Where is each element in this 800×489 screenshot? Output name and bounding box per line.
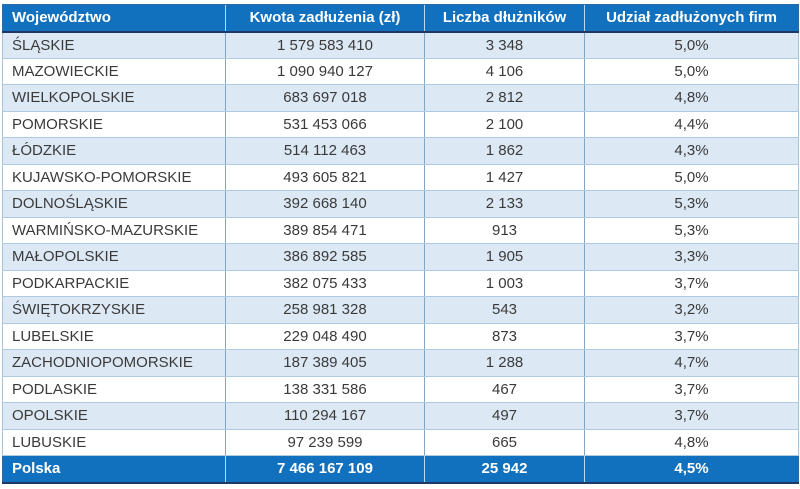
table-row: OPOLSKIE 110 294 167 497 3,7% — [2, 402, 799, 430]
total-label: Polska — [2, 455, 226, 484]
cell-debtor-count: 467 — [424, 375, 585, 403]
cell-debtor-count: 2 133 — [424, 190, 585, 218]
cell-debt-amount: 258 981 328 — [225, 296, 425, 324]
cell-debt-amount: 531 453 066 — [225, 110, 425, 138]
cell-debt-amount: 97 239 599 — [225, 428, 425, 456]
total-share: 4,5% — [584, 455, 799, 484]
cell-debtor-count: 2 812 — [424, 84, 585, 112]
cell-share: 4,8% — [584, 428, 799, 456]
cell-debtor-count: 1 905 — [424, 243, 585, 271]
cell-debt-amount: 514 112 463 — [225, 137, 425, 165]
cell-debt-amount: 683 697 018 — [225, 84, 425, 112]
cell-debt-amount: 187 389 405 — [225, 349, 425, 377]
cell-region: LUBELSKIE — [2, 322, 226, 350]
cell-share: 5,3% — [584, 216, 799, 244]
cell-share: 5,0% — [584, 57, 799, 85]
cell-debt-amount: 392 668 140 — [225, 190, 425, 218]
cell-debtor-count: 1 003 — [424, 269, 585, 297]
header-row: Województwo Kwota zadłużenia (zł) Liczba… — [2, 4, 799, 33]
cell-debtor-count: 1 288 — [424, 349, 585, 377]
cell-region: ŁÓDZKIE — [2, 137, 226, 165]
total-debt-amount: 7 466 167 109 — [225, 455, 425, 484]
cell-region: OPOLSKIE — [2, 402, 226, 430]
table-row: ŁÓDZKIE 514 112 463 1 862 4,3% — [2, 137, 799, 165]
table-row: PODKARPACKIE 382 075 433 1 003 3,7% — [2, 269, 799, 297]
cell-region: ŚWIĘTOKRZYSKIE — [2, 296, 226, 324]
cell-debtor-count: 543 — [424, 296, 585, 324]
cell-debt-amount: 389 854 471 — [225, 216, 425, 244]
cell-debt-amount: 1 090 940 127 — [225, 57, 425, 85]
cell-share: 5,0% — [584, 31, 799, 59]
cell-region: ŚLĄSKIE — [2, 31, 226, 59]
column-header-amount: Kwota zadłużenia (zł) — [225, 4, 425, 33]
cell-region: PODLASKIE — [2, 375, 226, 403]
cell-debt-amount: 1 579 583 410 — [225, 31, 425, 59]
cell-debtor-count: 913 — [424, 216, 585, 244]
table-row: POMORSKIE 531 453 066 2 100 4,4% — [2, 110, 799, 138]
cell-share: 5,3% — [584, 190, 799, 218]
table-row: WARMIŃSKO-MAZURSKIE 389 854 471 913 5,3% — [2, 216, 799, 244]
table-row: LUBUSKIE 97 239 599 665 4,8% — [2, 428, 799, 456]
cell-share: 4,4% — [584, 110, 799, 138]
cell-debt-amount: 493 605 821 — [225, 163, 425, 191]
cell-region: PODKARPACKIE — [2, 269, 226, 297]
total-debtor-count: 25 942 — [424, 455, 585, 484]
table-row: DOLNOŚLĄSKIE 392 668 140 2 133 5,3% — [2, 190, 799, 218]
cell-region: POMORSKIE — [2, 110, 226, 138]
cell-debtor-count: 4 106 — [424, 57, 585, 85]
cell-debtor-count: 873 — [424, 322, 585, 350]
cell-region: MAŁOPOLSKIE — [2, 243, 226, 271]
column-header-region: Województwo — [2, 4, 226, 33]
cell-region: DOLNOŚLĄSKIE — [2, 190, 226, 218]
table-row: WIELKOPOLSKIE 683 697 018 2 812 4,8% — [2, 84, 799, 112]
cell-share: 4,8% — [584, 84, 799, 112]
cell-share: 3,7% — [584, 402, 799, 430]
cell-share: 5,0% — [584, 163, 799, 191]
cell-region: ZACHODNIOPOMORSKIE — [2, 349, 226, 377]
table-row: ZACHODNIOPOMORSKIE 187 389 405 1 288 4,7… — [2, 349, 799, 377]
cell-region: KUJAWSKO-POMORSKIE — [2, 163, 226, 191]
cell-share: 4,7% — [584, 349, 799, 377]
cell-debt-amount: 386 892 585 — [225, 243, 425, 271]
total-row: Polska 7 466 167 109 25 942 4,5% — [2, 455, 799, 484]
table-row: ŚWIĘTOKRZYSKIE 258 981 328 543 3,2% — [2, 296, 799, 324]
table-row: ŚLĄSKIE 1 579 583 410 3 348 5,0% — [2, 31, 799, 59]
debt-by-region-table: Województwo Kwota zadłużenia (zł) Liczba… — [2, 4, 799, 484]
cell-share: 3,2% — [584, 296, 799, 324]
column-header-debtors: Liczba dłużników — [424, 4, 585, 33]
cell-debtor-count: 1 862 — [424, 137, 585, 165]
cell-share: 3,7% — [584, 269, 799, 297]
cell-debtor-count: 497 — [424, 402, 585, 430]
cell-region: MAZOWIECKIE — [2, 57, 226, 85]
cell-debt-amount: 382 075 433 — [225, 269, 425, 297]
cell-debtor-count: 3 348 — [424, 31, 585, 59]
table-row: MAZOWIECKIE 1 090 940 127 4 106 5,0% — [2, 57, 799, 85]
table-row: MAŁOPOLSKIE 386 892 585 1 905 3,3% — [2, 243, 799, 271]
cell-debt-amount: 110 294 167 — [225, 402, 425, 430]
cell-debtor-count: 2 100 — [424, 110, 585, 138]
cell-debtor-count: 665 — [424, 428, 585, 456]
cell-share: 3,7% — [584, 375, 799, 403]
cell-debt-amount: 229 048 490 — [225, 322, 425, 350]
cell-debtor-count: 1 427 — [424, 163, 585, 191]
table-row: PODLASKIE 138 331 586 467 3,7% — [2, 375, 799, 403]
cell-share: 3,3% — [584, 243, 799, 271]
cell-debt-amount: 138 331 586 — [225, 375, 425, 403]
table-row: KUJAWSKO-POMORSKIE 493 605 821 1 427 5,0… — [2, 163, 799, 191]
column-header-share: Udział zadłużonych firm — [584, 4, 799, 33]
cell-region: WARMIŃSKO-MAZURSKIE — [2, 216, 226, 244]
cell-share: 3,7% — [584, 322, 799, 350]
cell-share: 4,3% — [584, 137, 799, 165]
cell-region: WIELKOPOLSKIE — [2, 84, 226, 112]
cell-region: LUBUSKIE — [2, 428, 226, 456]
table-row: LUBELSKIE 229 048 490 873 3,7% — [2, 322, 799, 350]
